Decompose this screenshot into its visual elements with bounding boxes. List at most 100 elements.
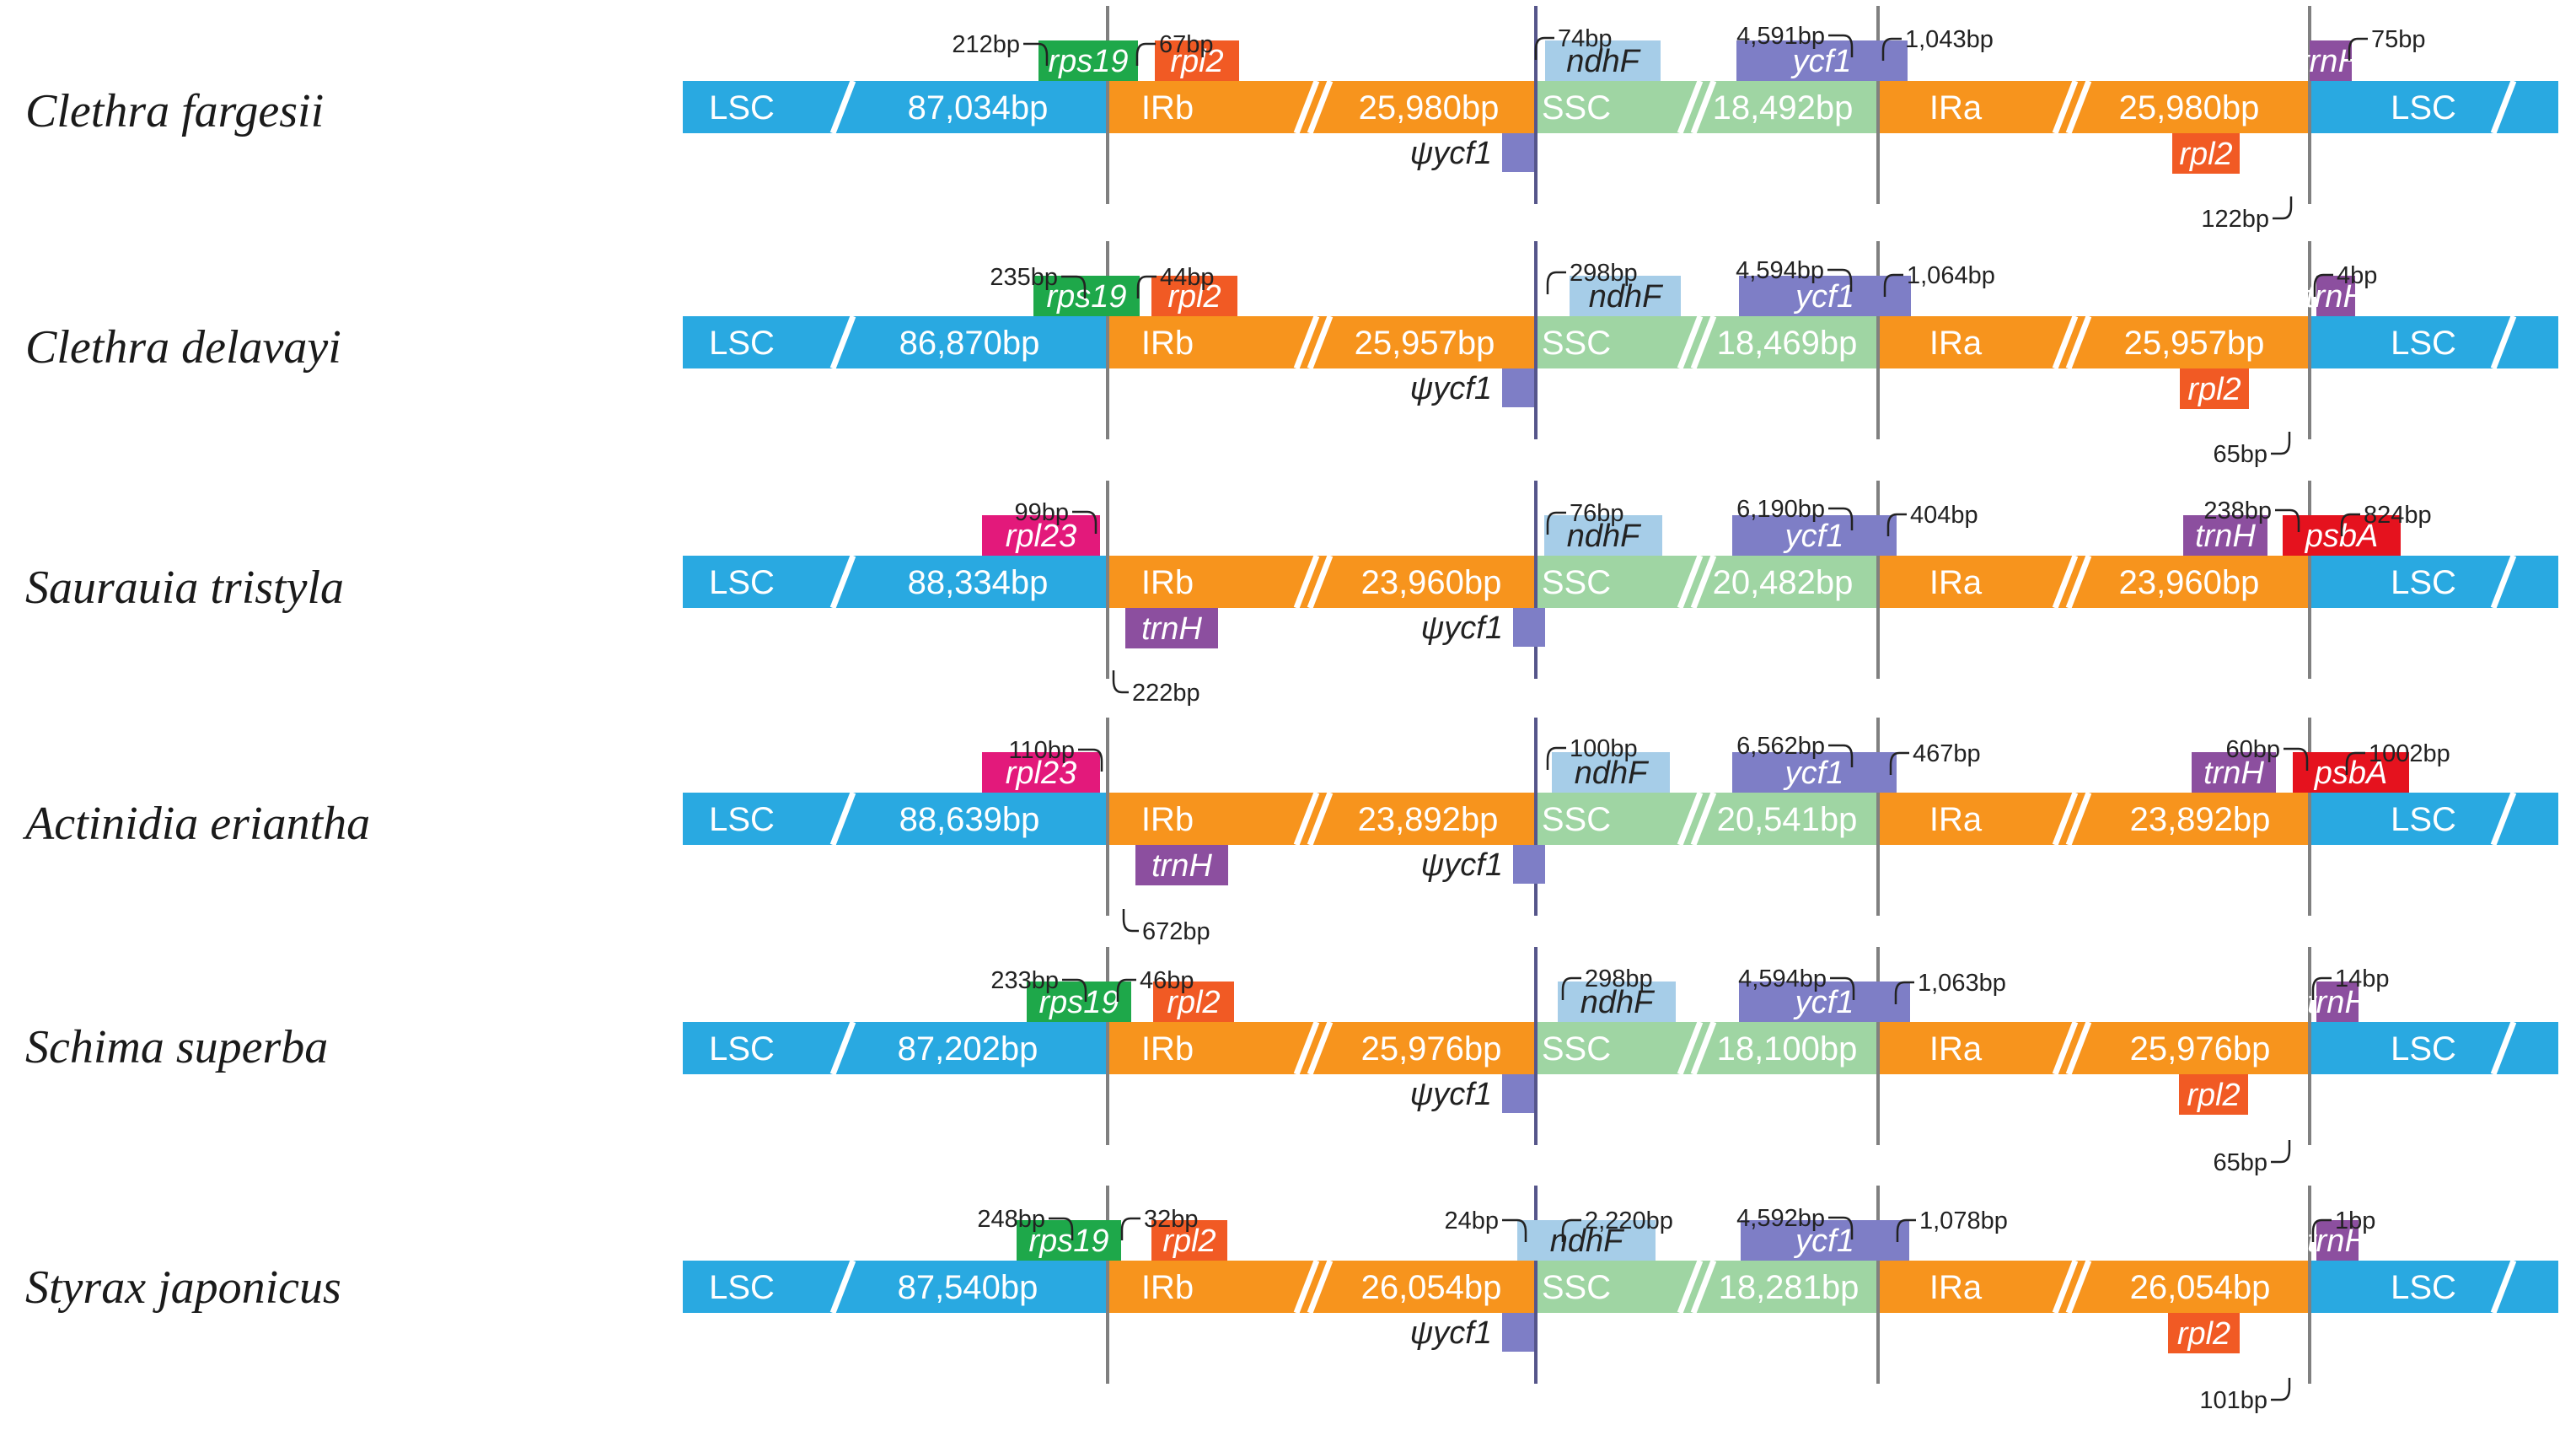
ndhf-gene: ndhF [1558, 982, 1676, 1022]
trnh-gene: trnH [1125, 608, 1218, 648]
gene-label: ndhF [1566, 44, 1640, 79]
bp-leader [1561, 1218, 1581, 1242]
bp-leader [1828, 744, 1854, 767]
bp-label: 24bp [1444, 1207, 1499, 1234]
break-slash [1690, 1259, 1717, 1315]
ssc-length: 18,281bp [1719, 1269, 1860, 1306]
break-slash [1293, 791, 1320, 847]
bp-label: 235bp [990, 264, 1058, 291]
gene-label: rps19 [1038, 985, 1119, 1020]
bp-label: 222bp [1132, 680, 1200, 707]
bp-leader [1072, 510, 1097, 534]
species-name: Clethra delavayi [25, 321, 341, 374]
ira-segment [1878, 1261, 2310, 1313]
lsc-end-segment [2310, 316, 2558, 368]
bp-leader [2284, 747, 2309, 771]
break-slash [1677, 79, 1704, 135]
break-slash [2065, 554, 2092, 610]
species-name: Clethra fargesii [25, 85, 324, 137]
bp-label: 6,190bp [1736, 496, 1825, 523]
ira-segment [1878, 81, 2310, 133]
gene-label: rpl2 [1162, 1224, 1216, 1259]
psi-ycf1-box [1502, 368, 1534, 407]
lsc-segment [683, 1261, 1108, 1313]
break-slash [1293, 1020, 1320, 1076]
psi-ycf1-label: ψycf1 [1421, 847, 1503, 883]
break-slash [1677, 1020, 1704, 1076]
gene-label: trnH [2300, 44, 2361, 79]
lsc-label: LSC [709, 89, 775, 126]
bp-leader [2345, 751, 2365, 775]
bp-leader [1546, 271, 1566, 294]
ssc-label: SSC [1542, 801, 1611, 838]
bp-label: 122bp [2201, 206, 2269, 233]
ycf1-gene: ycf1 [1736, 40, 1908, 81]
lsc-length: 87,202bp [898, 1030, 1038, 1068]
irb-label: IRb [1141, 89, 1194, 126]
trnh-gene: trnH [1135, 845, 1228, 885]
ira-length: 25,957bp [2124, 325, 2265, 362]
break-slash [2052, 79, 2079, 135]
gene-label: trnH [1151, 848, 1212, 884]
lsc-label: LSC [709, 564, 775, 601]
ira-label: IRa [1929, 564, 1983, 601]
bp-leader [1112, 670, 1129, 694]
bp-label: 404bp [1910, 502, 1978, 529]
bp-label: 76bp [1570, 500, 1624, 527]
bp-label: 4,591bp [1736, 23, 1825, 50]
break-slash [2052, 315, 2079, 370]
species-row: Styrax japonicus LSC IRb SSC IRa LSC 87,540bp 2… [25, 1186, 2558, 1414]
irb-length: 23,960bp [1361, 564, 1502, 601]
ycf1-gene: ycf1 [1739, 982, 1910, 1022]
break-slash [2065, 791, 2092, 847]
psi-ycf1-box [1513, 845, 1545, 884]
ssc-label: SSC [1542, 325, 1611, 362]
break-slash [829, 1020, 856, 1076]
rpl2-gene: rpl2 [2180, 368, 2249, 409]
ira-label: IRa [1929, 1030, 1983, 1068]
gene-label: trnH [2307, 1224, 2368, 1259]
break-slash [829, 554, 856, 610]
bp-leader [2271, 1378, 2291, 1401]
rps19-gene: rps19 [1038, 40, 1138, 81]
psi-ycf1-label: ψycf1 [1421, 610, 1503, 646]
bp-leader [1546, 511, 1566, 535]
bp-leader [2340, 513, 2360, 536]
break-slash [2052, 1259, 2079, 1315]
gene-label: ndhF [1580, 985, 1655, 1020]
bp-leader [1534, 36, 1554, 60]
bp-leader [1881, 37, 1902, 61]
bp-leader [1561, 976, 1581, 1000]
bp-label: 44bp [1160, 264, 1215, 291]
ssc-length: 18,492bp [1713, 89, 1854, 126]
rpl2-gene: rpl2 [1153, 982, 1234, 1022]
bp-label: 4bp [2337, 262, 2377, 289]
bp-leader [2273, 196, 2293, 220]
bp-label: 46bp [1140, 967, 1194, 994]
ira-length: 25,980bp [2119, 89, 2260, 126]
break-slash [829, 315, 856, 370]
lsc-end-label: LSC [2391, 801, 2456, 838]
bp-leader [2271, 432, 2291, 455]
break-slash [2490, 791, 2517, 847]
gene-label: trnH [2307, 985, 2368, 1020]
lsc-length: 88,334bp [908, 564, 1049, 601]
species-row: Clethra fargesii LSC IRb SSC IRa LSC 87,034bp 2… [25, 6, 2558, 233]
gene-label: rpl2 [2187, 1078, 2240, 1113]
irb-length: 25,980bp [1359, 89, 1500, 126]
bp-leader [1827, 268, 1853, 292]
species-row: Saurauia tristyla LSC IRb SSC IRa LSC 88,334bp… [25, 481, 2558, 707]
gene-label: rps19 [1046, 279, 1126, 315]
bp-leader [2275, 508, 2300, 532]
rps19-gene: rps19 [1027, 982, 1131, 1022]
ssc-segment [1536, 316, 1878, 368]
ssc-segment [1536, 81, 1878, 133]
bp-leader [1883, 273, 1903, 297]
irb-length: 23,892bp [1358, 801, 1499, 838]
ira-label: IRa [1929, 89, 1983, 126]
ndhf-gene: ndhF [1544, 515, 1662, 556]
ycf1-gene: ycf1 [1732, 752, 1897, 793]
lsc-segment [683, 316, 1108, 368]
break-slash [1690, 79, 1717, 135]
